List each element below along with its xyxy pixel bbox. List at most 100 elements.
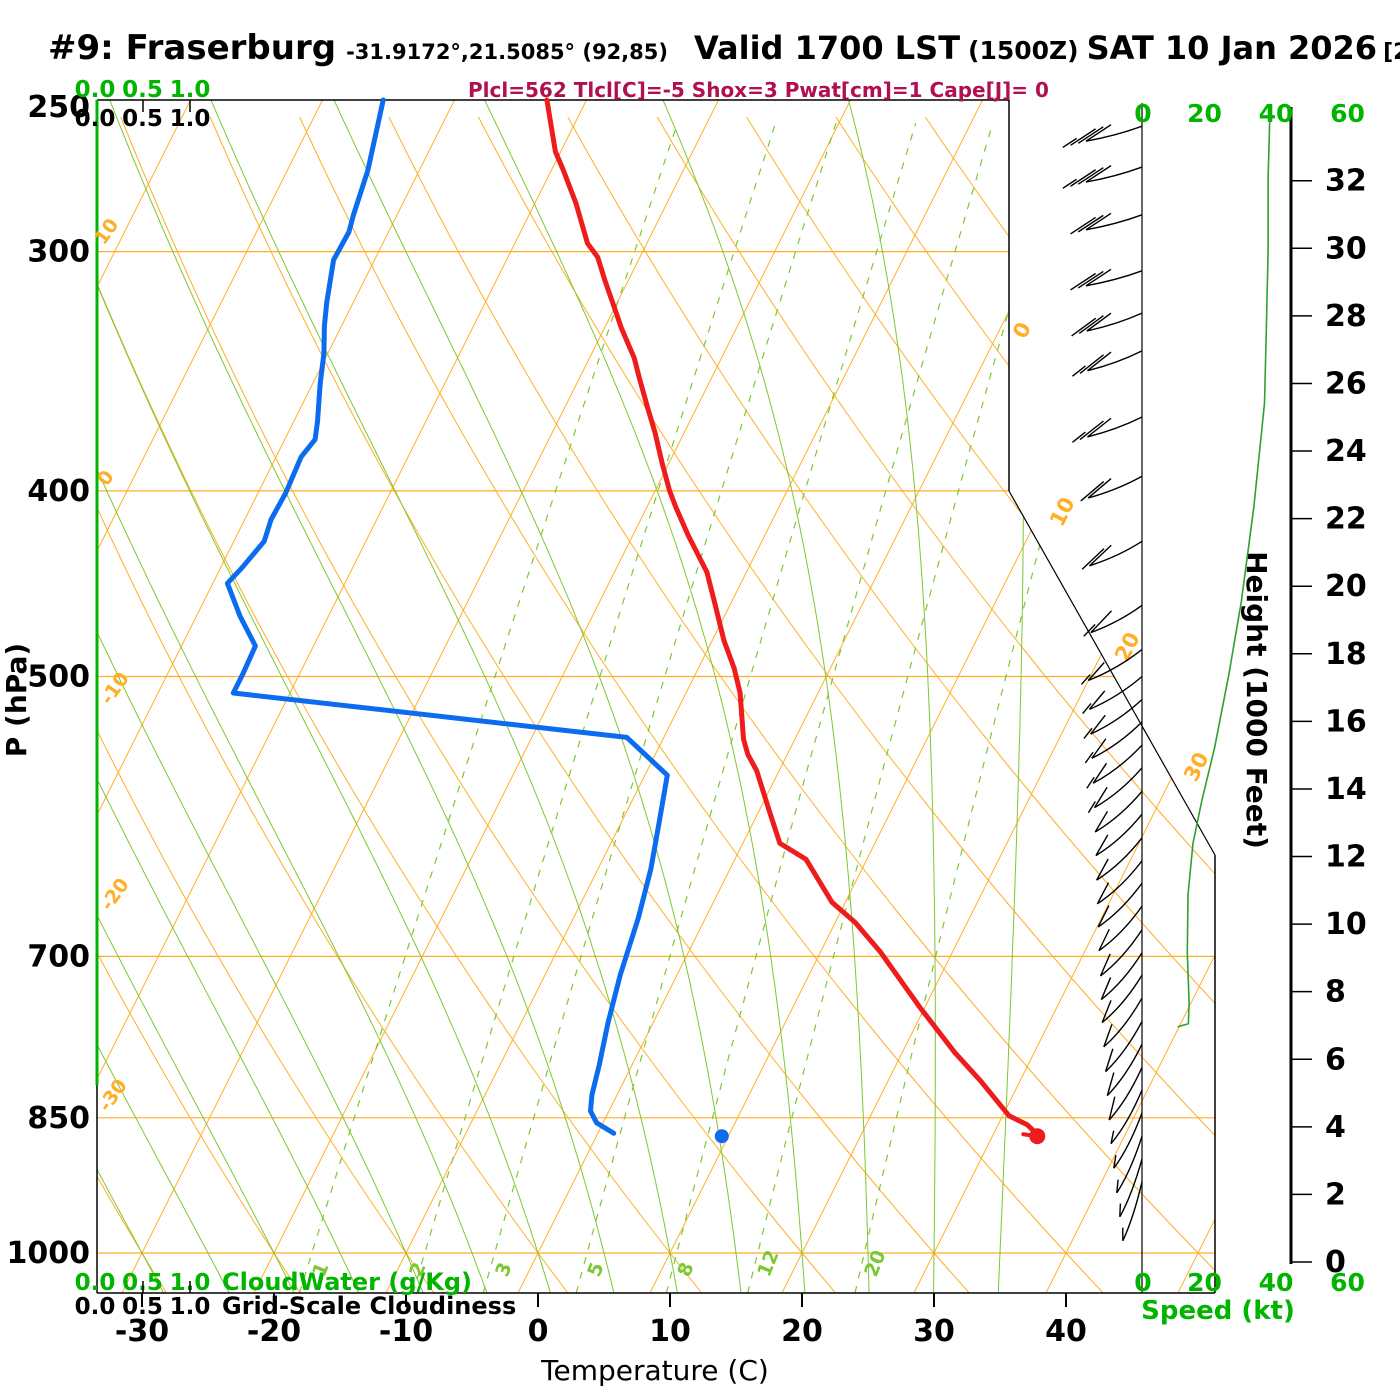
speed-tick-label-top: 60 [1330, 99, 1365, 128]
isotherm-label: 10 [1045, 493, 1080, 530]
plot-frame [95, 99, 1216, 1294]
isotherm-line [97, 100, 587, 1293]
height-tick-label: 20 [1325, 569, 1367, 604]
cloudiness-scale-bottom: 0.0 [75, 1294, 116, 1320]
height-tick-label: 6 [1325, 1042, 1346, 1077]
moist-adiabat-line [97, 100, 365, 1293]
cloudwater-scale-bottom: 0.0 [75, 1270, 116, 1296]
temperature-tick-label: 20 [781, 1314, 823, 1349]
height-tick-label: 26 [1325, 366, 1367, 401]
cloudiness-scale-bottom: 0.5 [122, 1294, 163, 1320]
dry-adiabat-line [746, 116, 1215, 1293]
isotherm-line [517, 100, 1115, 1293]
isotherm-label: 0 [1008, 318, 1036, 342]
height-tick-label: 16 [1325, 704, 1367, 739]
speed-tick-label-top: 20 [1187, 99, 1222, 128]
mixing-ratio-label: 20 [860, 1247, 890, 1280]
temperature-trace [544, 97, 1039, 1136]
dry-adiabat-label: -10 [96, 668, 134, 709]
wind-speed-profile [1177, 113, 1271, 1028]
isotherm-label: 30 [1179, 748, 1214, 785]
dry-adiabat-line [97, 116, 301, 1293]
mixing-ratio-label: 5 [583, 1259, 608, 1280]
isotherm-line [1045, 100, 1215, 1293]
height-tick-label: 30 [1325, 231, 1367, 266]
mixing-ratio-line [665, 122, 994, 1293]
moist-adiabat-line [97, 100, 300, 1293]
speed-tick-label-bottom: 0 [1134, 1268, 1151, 1297]
speed-tick-label-bottom: 60 [1330, 1268, 1365, 1297]
mixing-ratio-line [747, 122, 1063, 1293]
temperature-tick-label: -30 [115, 1314, 169, 1349]
cloudiness-scale-bottom: 1.0 [170, 1294, 211, 1320]
isotherm-line [385, 100, 983, 1293]
pressure-tick-label: 500 [27, 660, 90, 695]
temperature-tick-label: 10 [649, 1314, 691, 1349]
temperature-axis-title: Temperature (C) [540, 1354, 769, 1387]
moist-adiabat-line [848, 100, 936, 1293]
dry-adiabat-line [120, 116, 836, 1293]
surface-dewpoint-dot [714, 1129, 729, 1144]
wind-barbs [1062, 124, 1143, 1242]
moist-adiabat-line [662, 100, 870, 1293]
mixing-ratio-line [298, 122, 679, 1293]
station-coords: -31.9172°,21.5085° (92,85) [346, 40, 668, 64]
moist-adiabat-line [97, 100, 428, 1293]
height-tick-label: 28 [1325, 299, 1367, 334]
height-tick-label: 22 [1325, 502, 1367, 537]
mixing-ratio-label: 12 [753, 1247, 783, 1280]
height-tick-label: 10 [1325, 907, 1367, 942]
valid-time: Valid 1700 LST [693, 29, 961, 67]
temperature-tick-label: -10 [379, 1314, 433, 1349]
dry-adiabat-line [567, 116, 1215, 1293]
dewpoint-trace [224, 97, 670, 1136]
isotherm-line [97, 100, 455, 1293]
pressure-axis-title: P (hPa) [0, 643, 33, 757]
grid-lines [97, 100, 1215, 1293]
speed-axis-title: Speed (kt) [1141, 1296, 1295, 1326]
dry-adiabat-line [299, 116, 1104, 1293]
isotherm-line [781, 100, 1215, 1293]
moist-adiabat-line [210, 100, 680, 1293]
pressure-tick-label: 250 [27, 90, 90, 125]
height-tick-label: 12 [1325, 840, 1367, 875]
pressure-tick-label: 700 [27, 939, 90, 974]
speed-tick-label-bottom: 20 [1187, 1268, 1222, 1297]
pressure-tick-label: 1000 [7, 1236, 91, 1271]
moist-adiabat-line [97, 100, 492, 1293]
temperature-tick-label: -20 [247, 1314, 301, 1349]
isotherm-line [1177, 100, 1215, 1293]
dry-adiabat-line [97, 116, 569, 1293]
speed-tick-label-top: 40 [1259, 99, 1294, 128]
dry-adiabat-line [477, 116, 1215, 1293]
valid-zulu: (1500Z) [968, 36, 1079, 65]
mixing-ratio-label: 3 [491, 1259, 516, 1280]
height-tick-label: 4 [1325, 1110, 1346, 1145]
mixing-ratio-line [412, 122, 777, 1293]
height-tick-label: 8 [1325, 975, 1346, 1010]
dry-adiabat-line [835, 116, 1215, 1293]
speed-tick-label-top: 0 [1134, 99, 1151, 128]
cloudiness-scale-top: 0.0 [75, 106, 116, 132]
dry-adiabat-line [209, 116, 970, 1293]
pressure-tick-label: 300 [27, 235, 90, 270]
station-title: #9: Fraserburg [48, 28, 337, 68]
dry-adiabat-line [97, 116, 435, 1293]
valid-date: SAT 10 Jan 2026 [1086, 29, 1378, 67]
isotherm-line [121, 100, 719, 1293]
dry-adiabat-label: -30 [94, 1075, 132, 1116]
moist-adiabat-line [97, 100, 235, 1293]
chart-title: #9: Fraserburg -31.9172°,21.5085° (92,85… [48, 28, 1400, 68]
height-tick-label: 2 [1325, 1177, 1346, 1212]
cloudwater-label: CloudWater (g/Kg) [222, 1268, 472, 1296]
height-tick-label: 24 [1325, 434, 1367, 469]
isotherm-line [97, 100, 323, 1293]
height-tick-label: 0 [1325, 1245, 1346, 1280]
moist-adiabat-line [333, 100, 743, 1293]
temperature-tick-label: 0 [528, 1314, 549, 1349]
dry-adiabat-line [656, 116, 1215, 1293]
